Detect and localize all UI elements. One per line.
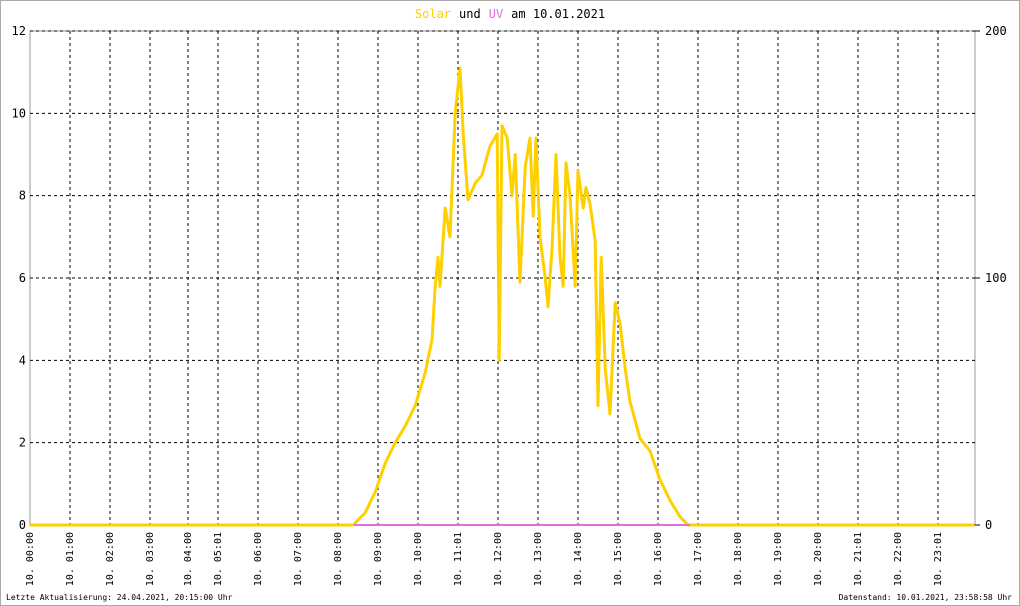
x-tick-label: 10. 23:01 — [933, 532, 944, 586]
title-connector: und — [459, 7, 481, 21]
x-tick-label: 10. 20:00 — [813, 532, 824, 586]
y-tick-label: 12 — [12, 24, 26, 38]
x-tick-label: 10. 14:00 — [573, 532, 584, 586]
series-line — [30, 66, 974, 527]
x-tick-label: 10. 21:01 — [853, 532, 864, 586]
footer-right: Datenstand: 10.01.2021, 23:58:58 Uhr — [839, 593, 1013, 602]
title-uv: UV — [489, 7, 503, 21]
x-tick-label: 10. 16:00 — [653, 532, 664, 586]
x-tick-label: 10. 03:00 — [145, 532, 156, 586]
x-tick-label: 10. 05:01 — [213, 532, 224, 586]
title-solar: Solar — [415, 7, 451, 21]
x-tick-label: 10. 19:00 — [773, 532, 784, 586]
x-tick-label: 10. 00:00 — [25, 532, 36, 586]
x-tick-label: 10. 09:00 — [373, 532, 384, 586]
x-tick-label: 10. 01:00 — [65, 532, 76, 586]
y-tick-label: 0 — [19, 518, 26, 532]
x-tick-label: 10. 07:00 — [293, 532, 304, 586]
footer-left: Letzte Aktualisierung: 24.04.2021, 20:15… — [6, 593, 233, 602]
y2-tick-label: 100 — [985, 271, 1007, 285]
y2-tick-label: 200 — [985, 24, 1007, 38]
x-tick-label: 10. 22:00 — [893, 532, 904, 586]
x-tick-label: 10. 11:01 — [453, 532, 464, 586]
x-tick-label: 10. 12:00 — [493, 532, 504, 586]
y-tick-label: 8 — [19, 189, 26, 203]
x-tick-label: 10. 04:00 — [183, 532, 194, 586]
y-tick-label: 10 — [12, 106, 26, 120]
chart-title: Solar und UV am 10.01.2021 — [415, 7, 605, 21]
x-tick-label: 10. 13:00 — [533, 532, 544, 586]
x-tick-label: 10. 02:00 — [105, 532, 116, 586]
y-tick-label: 6 — [19, 271, 26, 285]
title-date: am 10.01.2021 — [511, 7, 605, 21]
x-tick-label: 10. 18:00 — [733, 532, 744, 586]
x-tick-label: 10. 15:00 — [613, 532, 624, 586]
y-tick-label: 2 — [19, 436, 26, 450]
x-tick-label: 10. 17:00 — [693, 532, 704, 586]
x-tick-label: 10. 10:00 — [413, 532, 424, 586]
x-tick-label: 10. 06:00 — [253, 532, 264, 586]
y2-tick-label: 0 — [985, 518, 992, 532]
y-tick-label: 4 — [19, 353, 26, 367]
x-tick-label: 10. 08:00 — [333, 532, 344, 586]
